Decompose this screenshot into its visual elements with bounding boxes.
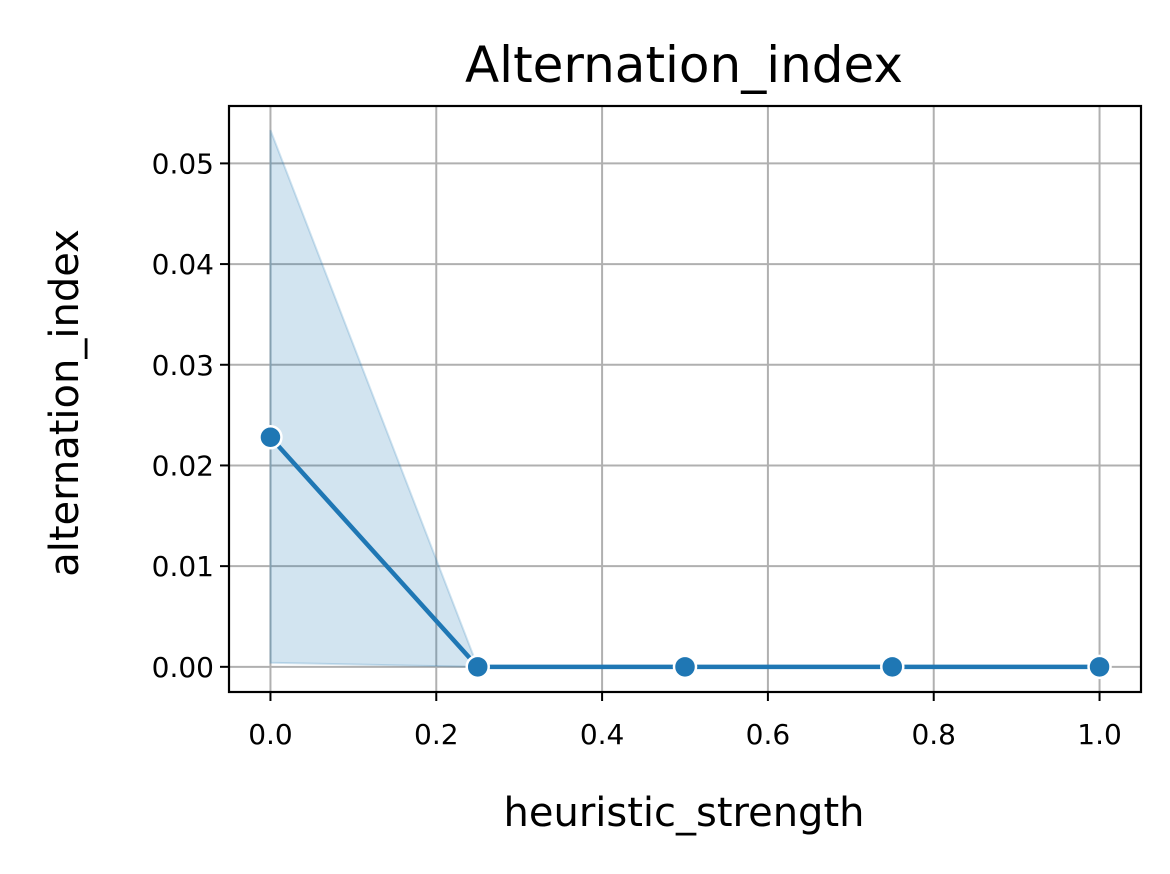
grid bbox=[229, 106, 1141, 692]
data-point bbox=[465, 654, 490, 680]
confidence-band bbox=[269, 129, 1100, 668]
y-tick-label: 0.00 bbox=[152, 651, 214, 684]
chart-title: Alternation_index bbox=[465, 36, 903, 94]
confidence-band-layer bbox=[269, 129, 1100, 668]
x-axis-ticks: 0.0 0.2 0.4 0.6 0.8 1.0 bbox=[248, 692, 1122, 751]
data-point bbox=[1087, 654, 1112, 680]
data-points bbox=[258, 425, 1112, 680]
x-tick-label: 1.0 bbox=[1077, 718, 1122, 751]
x-tick-label: 0.2 bbox=[414, 718, 459, 751]
y-axis-ticks: 0.00 0.01 0.02 0.03 0.04 0.05 bbox=[152, 147, 229, 684]
x-tick-label: 0.6 bbox=[746, 718, 791, 751]
data-point bbox=[258, 425, 283, 450]
x-axis-label: heuristic_strength bbox=[504, 790, 865, 836]
x-tick-label: 0.8 bbox=[911, 718, 956, 751]
y-tick-label: 0.02 bbox=[152, 449, 214, 482]
y-tick-label: 0.01 bbox=[152, 550, 214, 583]
y-axis-label: alternation_index bbox=[42, 229, 88, 577]
x-tick-label: 0.0 bbox=[248, 718, 293, 751]
y-tick-label: 0.04 bbox=[152, 248, 214, 281]
plot-frame bbox=[227, 104, 1143, 694]
y-tick-label: 0.03 bbox=[152, 349, 214, 382]
x-tick-label: 0.4 bbox=[580, 718, 625, 751]
data-point bbox=[880, 654, 905, 680]
data-point bbox=[672, 654, 698, 680]
y-tick-label: 0.05 bbox=[152, 147, 214, 180]
